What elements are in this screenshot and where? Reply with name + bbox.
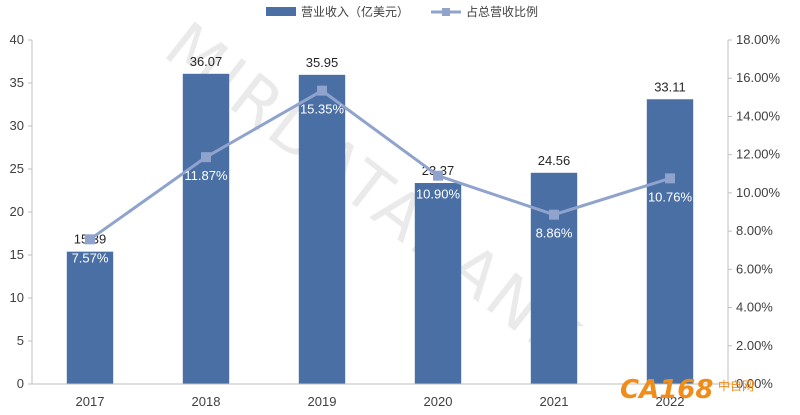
left-tick-label: 0 [17, 376, 24, 391]
line-marker [433, 170, 443, 181]
legend-line-label: 占总营收比例 [466, 4, 538, 19]
right-tick-label: 2.00% [736, 338, 773, 353]
x-tick-label: 2021 [540, 394, 569, 409]
logo-text: CA168 [620, 375, 713, 405]
x-tick-label: 2018 [192, 394, 221, 409]
right-tick-label: 10.00% [736, 185, 781, 200]
line-marker [317, 85, 327, 96]
right-tick-label: 18.00% [736, 32, 781, 47]
logo-subtext: 中自网 [718, 378, 754, 393]
left-tick-label: 15 [10, 247, 24, 262]
right-tick-label: 6.00% [736, 261, 773, 276]
bar-value-label: 33.11 [654, 79, 686, 94]
bar-value-label: 23.37 [422, 163, 455, 178]
legend-bar-label: 营业收入（亿美元） [301, 4, 409, 19]
left-tick-label: 40 [10, 32, 24, 47]
bar [414, 183, 462, 384]
x-tick-label: 2022 [656, 394, 685, 409]
bar [66, 251, 114, 384]
line-value-label: 11.87% [184, 168, 228, 183]
left-tick-label: 20 [10, 204, 24, 219]
line-value-label: 10.90% [416, 187, 461, 202]
bar [646, 99, 694, 384]
line-value-label: 15.35% [300, 102, 345, 117]
bar [530, 172, 578, 384]
ca168-logo: CA168 中自网 [620, 375, 754, 405]
line-marker [549, 209, 559, 220]
x-axis: 2017 2018 2019 2020 2021 2022 [32, 383, 728, 409]
x-tick-label: 2019 [308, 394, 337, 409]
left-tick-label: 10 [10, 290, 24, 305]
line-marker [201, 152, 211, 163]
legend-bar-swatch [266, 7, 296, 16]
line-value-label: 7.57% [72, 250, 109, 265]
right-axis: 0.00% 2.00% 4.00% 6.00% 8.00% 10.00% 12.00% 14.… [727, 32, 781, 391]
line-value-label: 8.86% [536, 226, 573, 241]
x-tick-label: 2020 [424, 394, 453, 409]
bar-value-label: 24.56 [538, 153, 571, 168]
x-tick-label: 2017 [76, 394, 105, 409]
right-tick-label: 8.00% [736, 223, 773, 238]
line-value-label: 10.76% [648, 189, 693, 204]
bar-value-label: 35.95 [306, 55, 339, 70]
right-tick-label: 12.00% [736, 147, 781, 162]
bar [182, 73, 230, 384]
left-axis: 0 5 10 15 20 25 30 35 40 [10, 32, 33, 391]
right-tick-label: 0.00% [736, 376, 773, 391]
legend: 营业收入（亿美元） 占总营收比例 [266, 4, 538, 19]
line-path [89, 89, 671, 241]
line-series: 7.57% 11.87% 15.35% 10.90% 8.86% 10.76% [72, 85, 693, 265]
bar [298, 74, 346, 384]
left-tick-label: 5 [17, 333, 24, 348]
right-tick-label: 16.00% [736, 70, 781, 85]
line-marker [85, 234, 95, 245]
line-marker [665, 173, 675, 184]
left-tick-label: 35 [10, 75, 24, 90]
bar-value-label: 36.07 [190, 54, 223, 69]
legend-line-marker [442, 8, 450, 16]
right-tick-label: 14.00% [736, 108, 781, 123]
left-tick-label: 25 [10, 161, 24, 176]
right-tick-label: 4.00% [736, 300, 773, 315]
left-tick-label: 30 [10, 118, 24, 133]
